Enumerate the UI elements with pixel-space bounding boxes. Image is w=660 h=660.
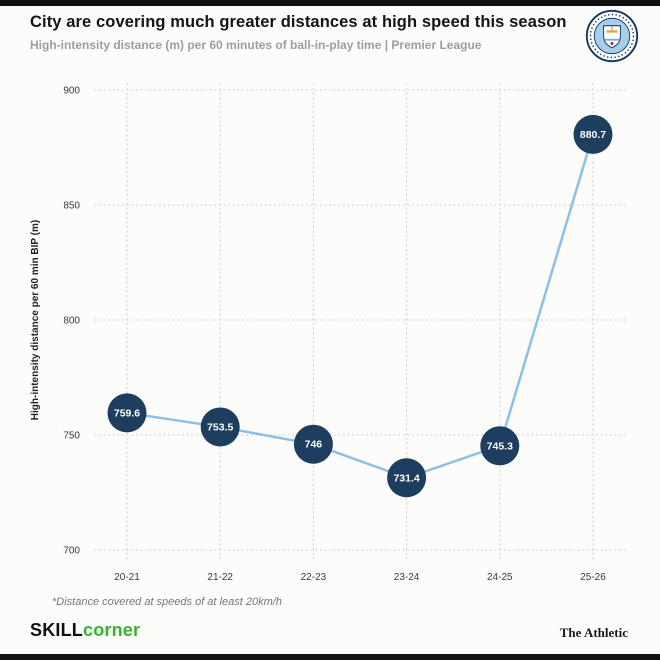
top-border-bar — [0, 0, 660, 6]
svg-text:900: 900 — [63, 86, 80, 97]
skillcorner-logo-black: SKILL — [30, 620, 83, 640]
svg-text:21-22: 21-22 — [207, 572, 233, 583]
svg-text:880.7: 880.7 — [580, 129, 606, 141]
svg-text:746: 746 — [305, 439, 323, 451]
svg-text:745.3: 745.3 — [487, 440, 513, 452]
svg-text:850: 850 — [63, 201, 80, 212]
svg-text:22-23: 22-23 — [301, 572, 327, 583]
svg-text:700: 700 — [63, 546, 80, 557]
svg-text:25-26: 25-26 — [580, 572, 606, 583]
chart-title: City are covering much greater distances… — [30, 13, 567, 31]
svg-text:20-21: 20-21 — [114, 572, 140, 583]
skillcorner-logo: SKILLcorner — [30, 620, 140, 641]
chart-footnote: *Distance covered at speeds of at least … — [52, 596, 282, 608]
bottom-border-bar — [0, 654, 660, 660]
svg-text:753.5: 753.5 — [207, 421, 233, 433]
manchester-city-crest-icon — [585, 9, 639, 63]
the-athletic-logo: The Athletic — [559, 625, 628, 640]
svg-text:750: 750 — [63, 431, 80, 442]
skillcorner-logo-green: corner — [83, 620, 141, 640]
svg-text:High-intensity distance per 60: High-intensity distance per 60 min BIP (… — [30, 220, 41, 420]
svg-text:800: 800 — [63, 316, 80, 327]
svg-text:24-25: 24-25 — [487, 572, 513, 583]
svg-text:731.4: 731.4 — [393, 472, 419, 484]
svg-text:759.6: 759.6 — [114, 407, 140, 419]
chart-subtitle: High-intensity distance (m) per 60 minut… — [30, 38, 482, 52]
svg-text:23-24: 23-24 — [394, 572, 420, 583]
